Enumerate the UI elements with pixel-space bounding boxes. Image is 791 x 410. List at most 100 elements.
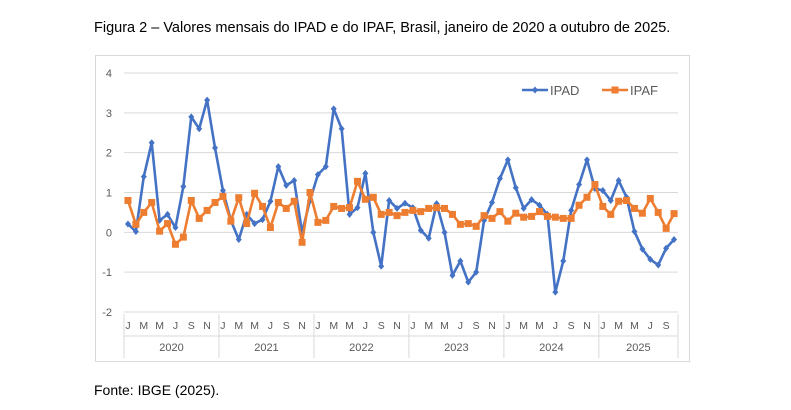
month-tick-label: M xyxy=(329,320,338,332)
month-tick-label: S xyxy=(283,320,290,332)
y-tick-label: -2 xyxy=(102,307,112,319)
data-point-ipad xyxy=(425,234,432,242)
month-tick-label: J xyxy=(173,320,178,332)
data-point-ipad xyxy=(655,261,662,269)
data-point-ipad xyxy=(504,156,511,164)
legend-marker xyxy=(611,86,619,94)
data-point-ipaf xyxy=(567,214,575,222)
data-point-ipaf xyxy=(338,204,346,212)
data-point-ipaf xyxy=(559,214,567,222)
data-point-ipad xyxy=(449,271,456,279)
data-point-ipaf xyxy=(274,198,282,206)
data-point-ipaf xyxy=(306,189,314,196)
month-tick-label: J xyxy=(125,320,130,332)
data-point-ipaf xyxy=(187,196,195,204)
data-point-ipaf xyxy=(646,194,654,202)
data-point-ipad xyxy=(639,245,646,253)
data-point-ipaf xyxy=(464,220,472,228)
data-point-ipaf xyxy=(322,216,330,224)
data-point-ipad xyxy=(164,210,171,218)
data-point-ipaf xyxy=(670,210,678,218)
month-tick-label: M xyxy=(519,320,528,332)
data-point-ipad xyxy=(124,220,131,228)
data-point-ipad xyxy=(465,278,472,286)
data-point-ipaf xyxy=(448,210,456,218)
data-point-ipaf xyxy=(480,212,488,220)
data-point-ipad xyxy=(417,226,424,234)
data-point-ipad xyxy=(520,204,527,212)
y-tick-label: 0 xyxy=(106,227,112,239)
month-tick-label: M xyxy=(614,320,623,332)
month-tick-label: M xyxy=(234,320,243,332)
data-point-ipad xyxy=(528,196,535,204)
month-tick-label: N xyxy=(393,320,401,332)
data-point-ipaf xyxy=(512,209,520,217)
data-point-ipad xyxy=(362,169,369,177)
data-point-ipaf xyxy=(235,194,243,202)
data-point-ipad xyxy=(615,177,622,185)
month-tick-label: J xyxy=(505,320,510,332)
data-point-ipaf xyxy=(361,195,369,203)
data-point-ipad xyxy=(259,216,266,224)
data-point-ipaf xyxy=(543,212,551,220)
figure-title: Figura 2 – Valores mensais do IPAD e do … xyxy=(94,20,671,36)
data-point-ipaf xyxy=(575,201,583,209)
y-tick-label: 2 xyxy=(106,148,112,160)
data-point-ipaf xyxy=(433,204,441,212)
data-point-ipaf xyxy=(243,220,251,228)
data-point-ipaf xyxy=(504,217,512,225)
data-point-ipaf xyxy=(156,227,164,235)
data-point-ipad xyxy=(172,224,179,232)
data-point-ipaf xyxy=(282,204,290,212)
data-point-ipaf xyxy=(346,204,354,212)
year-label: 2024 xyxy=(539,342,563,354)
data-point-ipad xyxy=(291,177,298,185)
month-tick-label: J xyxy=(410,320,415,332)
y-tick-label: 1 xyxy=(106,188,112,200)
data-point-ipaf xyxy=(591,181,599,189)
data-point-ipaf xyxy=(251,189,259,197)
data-point-ipad xyxy=(267,197,274,205)
year-label: 2023 xyxy=(444,342,468,354)
data-point-ipaf xyxy=(615,197,623,205)
legend-marker xyxy=(532,86,538,94)
data-point-ipad xyxy=(204,96,211,104)
month-tick-label: J xyxy=(315,320,320,332)
month-tick-label: J xyxy=(220,320,225,332)
data-point-ipaf xyxy=(638,209,646,217)
data-point-ipaf xyxy=(132,220,140,228)
month-tick-label: M xyxy=(345,320,354,332)
data-point-ipad xyxy=(441,228,448,236)
data-point-ipad xyxy=(314,171,321,179)
chart-frame xyxy=(95,55,690,362)
data-point-ipaf xyxy=(195,214,203,222)
data-point-ipaf xyxy=(314,218,322,226)
data-point-ipad xyxy=(354,204,361,212)
month-tick-label: J xyxy=(553,320,558,332)
data-point-ipad xyxy=(489,198,496,206)
data-point-ipad xyxy=(219,187,226,195)
data-point-ipad xyxy=(330,105,337,113)
series-line-ipaf xyxy=(126,180,676,246)
data-point-ipaf xyxy=(140,208,148,216)
data-point-ipad xyxy=(338,125,345,133)
data-point-ipaf xyxy=(607,210,615,218)
data-point-ipad xyxy=(560,257,567,265)
data-point-ipaf xyxy=(654,208,662,216)
data-point-ipad xyxy=(180,183,187,191)
data-point-ipad xyxy=(496,175,503,183)
data-point-ipaf xyxy=(219,192,227,200)
legend-label: IPAF xyxy=(630,83,658,98)
month-tick-label: J xyxy=(600,320,605,332)
data-point-ipad xyxy=(647,255,654,263)
month-tick-label: S xyxy=(188,320,195,332)
data-point-ipaf xyxy=(385,208,393,216)
y-tick-label: -1 xyxy=(102,267,112,279)
data-point-ipad xyxy=(568,206,575,214)
data-point-ipaf xyxy=(488,214,496,222)
data-point-ipaf xyxy=(472,222,480,230)
data-point-ipaf xyxy=(425,204,433,212)
data-point-ipad xyxy=(576,181,583,189)
data-point-ipaf xyxy=(353,177,361,185)
data-point-ipaf xyxy=(148,198,156,206)
